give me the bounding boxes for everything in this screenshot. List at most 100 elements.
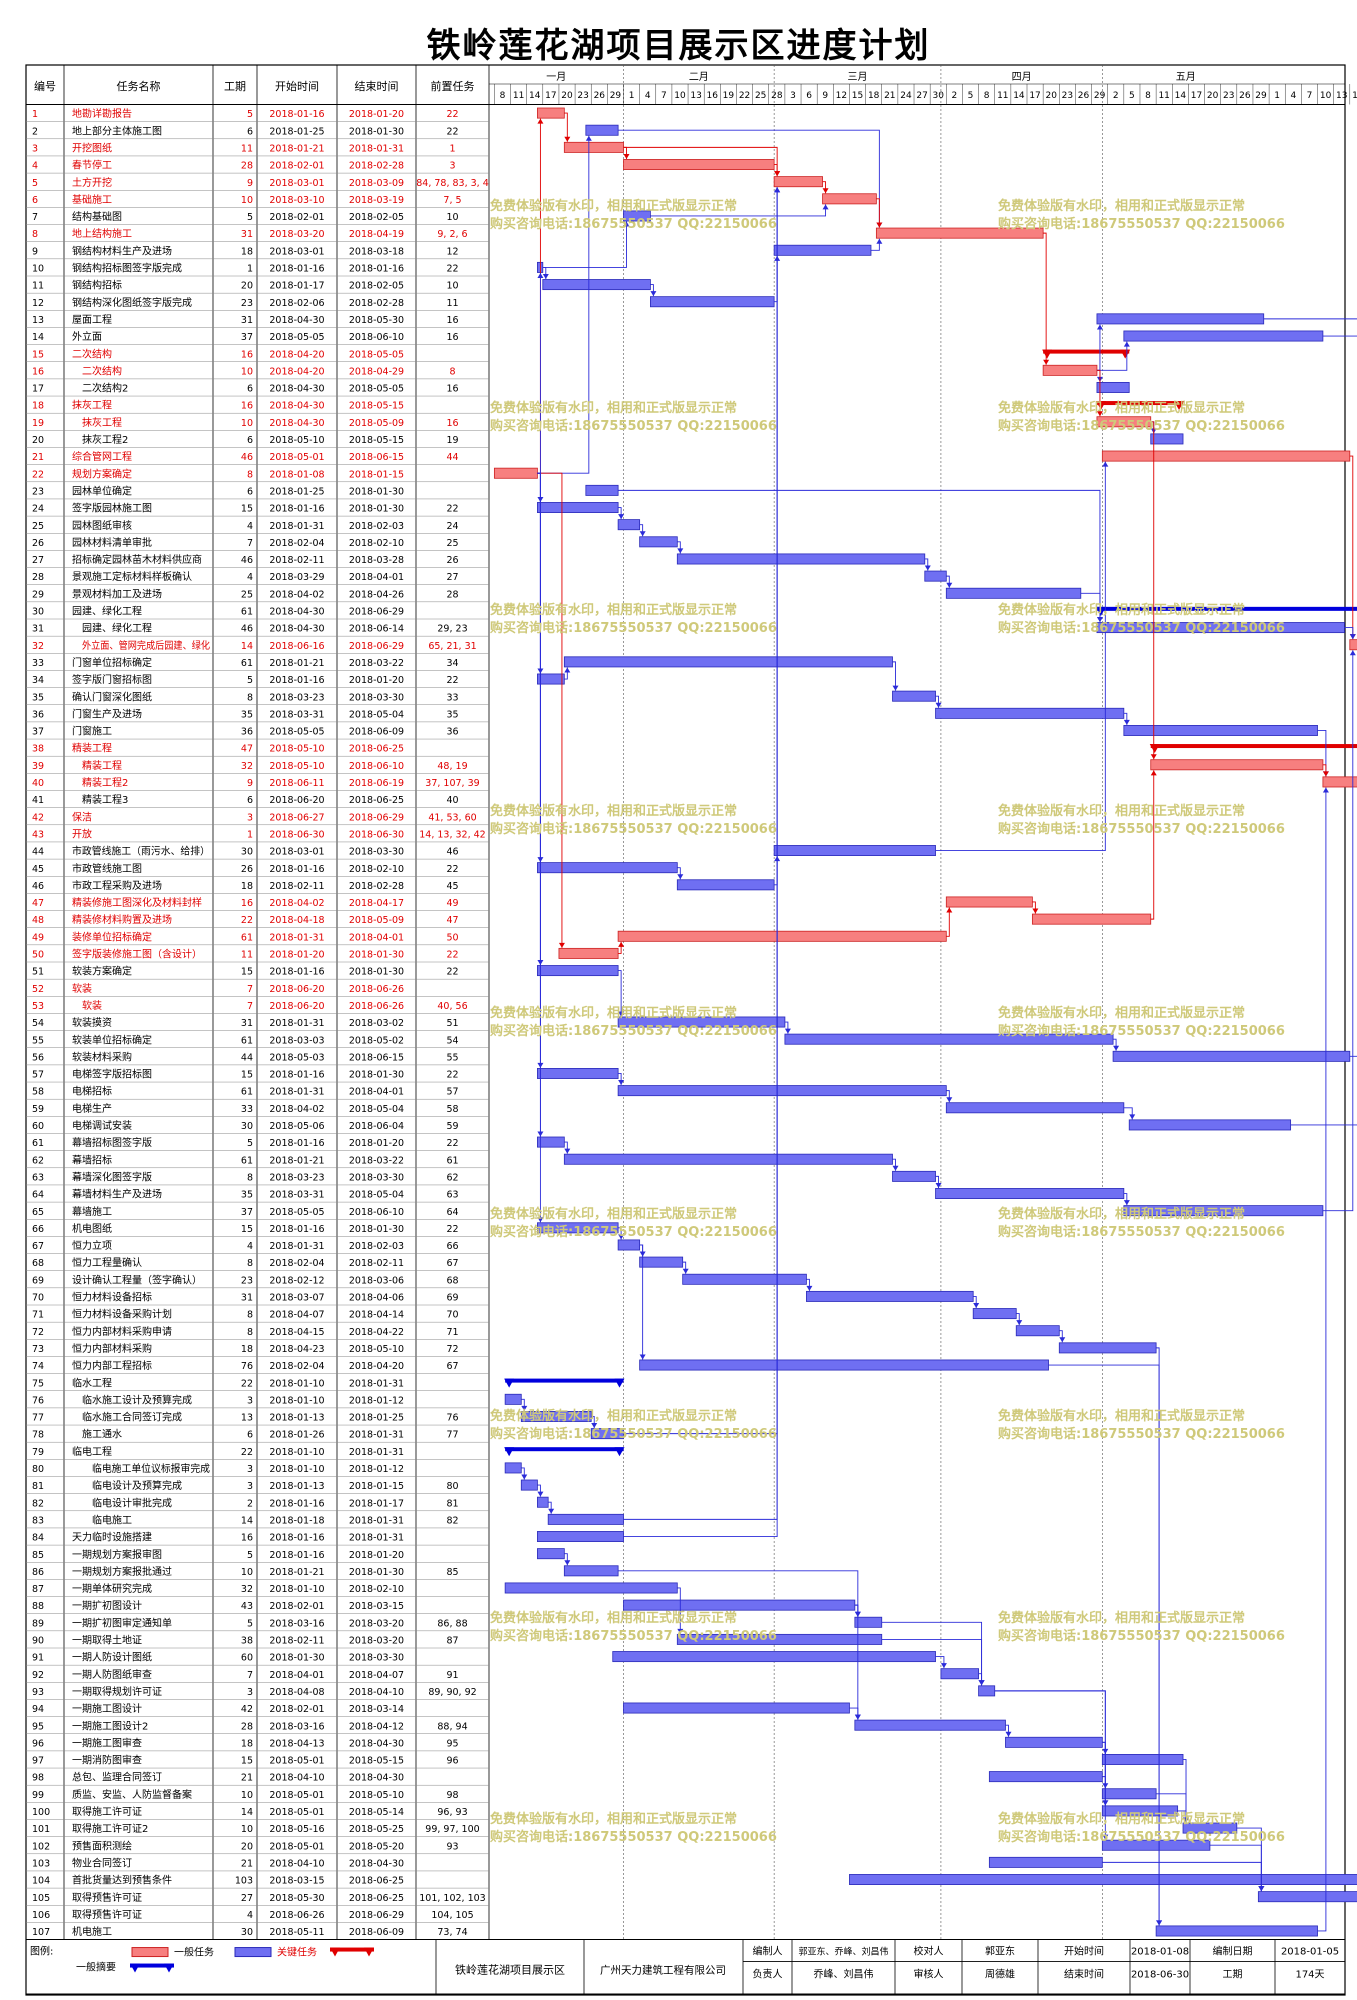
chart-title: 铁岭莲花湖项目展示区进度计划 [426,26,931,66]
watermark-line2: 购买咨询电话:18675550537 QQ:22150066 [998,1224,1285,1240]
table-row: 55 软装单位招标确定 61 2018-03-03 2018-05-02 54 [32,1033,459,1046]
task-start: 2018-01-16 [269,864,324,875]
task-id: 35 [32,692,44,703]
link-arrow [564,136,571,142]
task-predecessors: 1 [449,143,455,154]
task-predecessors: 34 [446,658,458,669]
task-end: 2018-06-25 [349,1876,404,1887]
task-predecessors: 24 [446,521,458,532]
task-start: 2018-06-27 [269,812,324,823]
link-arrow [1005,1731,1012,1737]
task-end: 2018-04-01 [349,1087,404,1098]
task-bar [504,1393,522,1405]
task-name: 结构基础图 [72,210,122,223]
task-name: 一期取得规划许可证 [72,1685,162,1698]
task-end: 2018-05-10 [349,1344,404,1355]
task-duration: 10 [241,1567,253,1578]
link-arrow [1096,324,1103,330]
day-label: 20 [1045,91,1057,101]
task-id: 37 [32,727,44,738]
task-predecessors: 22 [446,967,458,978]
task-id: 74 [32,1361,44,1372]
task-id: 59 [32,1104,44,1115]
task-name: 市政管线施工图 [72,862,142,875]
task-bar [612,1651,936,1663]
task-end: 2018-01-31 [349,1378,404,1389]
task-duration: 4 [247,572,253,583]
task-end: 2018-06-29 [349,641,404,652]
summary-end-left [504,1378,515,1388]
task-end: 2018-01-31 [349,1533,404,1544]
task-bar [623,1599,856,1611]
legend-critical-swatch [131,1947,169,1958]
task-end: 2018-01-30 [349,1224,404,1235]
task-name: 幕墙深化图签字版 [72,1170,152,1183]
task-predecessors: 22 [446,950,458,961]
link-arrow [1059,1337,1066,1343]
task-bar [773,845,936,857]
task-id: 82 [32,1498,44,1509]
watermark-line1: 免费体验版有水印，相用和正式版显示正常 [998,1005,1245,1021]
task-name: 物业合同签订 [72,1856,132,1869]
watermark-line2: 购买咨询电话:18675550537 QQ:22150066 [998,418,1285,434]
task-predecessors: 19 [446,435,458,446]
link-arrow [1102,461,1109,467]
task-bar [682,1273,807,1285]
summary-bar [1096,606,1357,611]
task-duration: 44 [241,1052,253,1063]
table-row: 30 园建、绿化工程 61 2018-04-30 2018-06-29 [32,605,404,618]
task-id: 13 [32,315,44,326]
task-duration: 18 [241,881,253,892]
task-id: 43 [32,829,44,840]
task-name: 精装工程3 [82,793,128,806]
task-predecessors: 12 [446,246,458,257]
task-start: 2018-03-01 [269,178,324,189]
table-row: 82 临电设计审批完成 2 2018-01-16 2018-01-17 81 [32,1496,459,1509]
link-line [1317,730,1327,777]
link-arrow [677,874,684,880]
table-row: 106 取得预售许可证 4 2018-06-26 2018-06-29 104, 105 [32,1908,474,1921]
task-end: 2018-06-29 [349,1910,404,1921]
task-end: 2018-06-25 [349,744,404,755]
task-predecessors: 95 [446,1738,458,1749]
link-arrow [774,187,781,193]
task-duration: 11 [241,143,253,154]
task-name: 外立面、管网完成后园建、绿化 [82,639,210,652]
footer-date-label: 编制日期 [1213,1945,1253,1958]
table-row: 72 恒力内部材料采购申请 8 2018-04-15 2018-04-22 71 [32,1325,459,1338]
legend-summary-text: 一般摘要 [76,1961,116,1974]
day-label: 26 [1239,91,1251,101]
task-start: 2018-03-20 [269,229,324,240]
link-arrow [854,1714,861,1720]
timeline-days: 8 11 14 17 20 23 26 29 1 4 7 10 13 16 19 22 25 28 3 6 9 12 15 1… [494,84,1357,105]
task-end: 2018-02-03 [349,1241,404,1252]
task-start: 2018-05-30 [269,1893,324,1904]
task-duration: 4 [247,1910,253,1921]
day-label: 29 [1094,91,1106,101]
table-row: 96 一期施工图审查 18 2018-04-13 2018-04-30 95 [32,1736,459,1749]
task-name: 门窗单位招标确定 [72,656,152,669]
table-row: 17 二次结构2 6 2018-04-30 2018-05-05 16 [32,382,459,395]
table-row: 64 幕墙材料生产及进场 35 2018-03-31 2018-05-04 63 [32,1188,459,1201]
summary-end-right [1174,401,1185,411]
table-row: 37 门窗施工 36 2018-05-05 2018-06-09 36 [32,725,459,738]
task-start: 2018-01-10 [269,1378,324,1389]
task-end: 2018-01-30 [349,1567,404,1578]
task-start: 2018-02-11 [269,555,324,566]
task-name: 幕墙材料生产及进场 [72,1188,162,1201]
table-row: 42 保洁 3 2018-06-27 2018-06-29 41, 53, 60 [32,810,477,823]
day-label: 2 [952,91,958,101]
task-predecessors: 25 [446,538,458,549]
link-line [623,187,778,1537]
day-label: 27 [916,91,927,101]
table-row: 107 机电施工 30 2018-05-11 2018-06-09 73, 74 [32,1925,468,1938]
task-id: 54 [32,1018,44,1029]
task-bar [676,879,775,891]
task-duration: 31 [241,229,253,240]
task-name: 地上结构施工 [72,227,132,240]
link-line [774,255,778,303]
link-line [1096,324,1101,371]
task-name: 施工通水 [82,1428,122,1441]
task-start: 2018-02-11 [269,1636,324,1647]
